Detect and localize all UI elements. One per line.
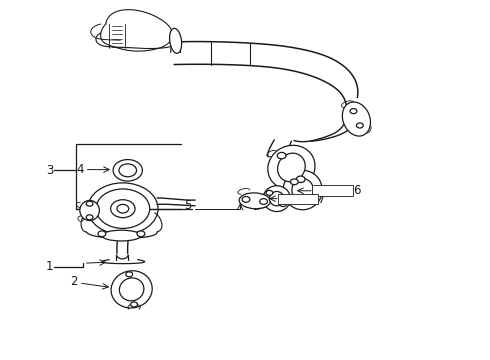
Circle shape [308,195,316,201]
Circle shape [126,272,133,277]
Text: 5: 5 [184,199,191,212]
Circle shape [86,201,93,206]
Circle shape [280,202,287,207]
Circle shape [277,152,286,159]
FancyBboxPatch shape [278,194,318,204]
Circle shape [260,199,268,204]
Ellipse shape [239,193,270,209]
Circle shape [88,183,158,234]
Circle shape [117,204,129,213]
Circle shape [296,176,305,183]
Circle shape [86,215,93,220]
Ellipse shape [80,201,99,221]
Circle shape [137,231,145,237]
Ellipse shape [283,170,322,210]
Circle shape [291,179,298,185]
Circle shape [98,231,106,237]
Text: 4: 4 [76,163,84,176]
Ellipse shape [292,179,314,202]
Circle shape [131,302,138,307]
Text: 1: 1 [46,260,53,273]
FancyBboxPatch shape [312,185,353,197]
Text: 6: 6 [353,184,361,197]
Circle shape [350,109,357,114]
Ellipse shape [270,192,284,206]
Ellipse shape [343,102,370,136]
Ellipse shape [102,230,141,241]
Circle shape [119,164,137,177]
Text: 3: 3 [46,164,53,177]
Circle shape [356,123,363,128]
Circle shape [111,200,135,218]
Circle shape [96,189,150,228]
Ellipse shape [111,271,152,308]
Text: 2: 2 [70,275,77,288]
Ellipse shape [278,153,305,182]
Circle shape [113,159,143,181]
Circle shape [266,190,273,195]
Text: 7: 7 [318,193,326,206]
Ellipse shape [170,28,182,53]
Ellipse shape [120,278,144,301]
Ellipse shape [268,145,315,190]
Circle shape [242,197,250,202]
Ellipse shape [263,186,291,212]
